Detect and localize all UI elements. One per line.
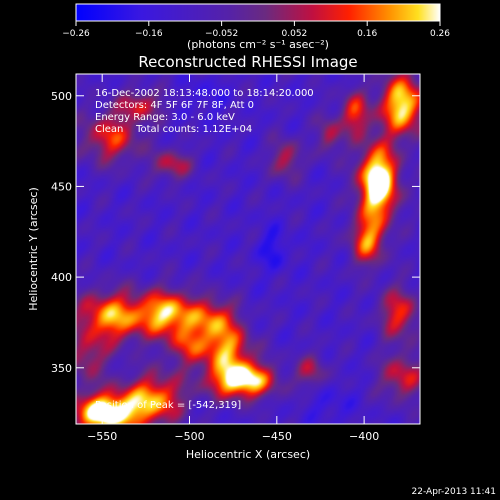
colorbar-tick-label: −0.16 (135, 29, 163, 39)
heatmap-image (76, 74, 420, 424)
colorbar-ticks: −0.26 −0.16 −0.052 0.052 0.16 0.26 (62, 21, 450, 39)
colorbar (75, 3, 441, 22)
x-axis-label: Heliocentric X (arcsec) (186, 448, 310, 461)
y-tick-label: 450 (51, 180, 72, 193)
annotation-time-range: 16-Dec-2002 18:13:48.000 to 18:14:20.000 (95, 88, 314, 99)
footer-timestamp: 22-Apr-2013 11:41 (412, 487, 496, 497)
colorbar-tick-label: −0.052 (205, 29, 238, 39)
annotation-clean-counts: Clean Total counts: 1.12E+04 (95, 124, 252, 135)
annotation-energy-range: Energy Range: 3.0 - 6.0 keV (95, 112, 235, 123)
annotation-detectors: Detectors: 4F 5F 6F 7F 8F, Att 0 (95, 100, 254, 111)
x-tick-label: −500 (174, 430, 204, 443)
x-tick-label: −400 (349, 430, 379, 443)
y-tick-label: 500 (51, 90, 72, 103)
colorbar-tick-label: 0.26 (430, 29, 450, 39)
y-axis-ticks: 350 400 450 500 (51, 90, 420, 375)
y-tick-label: 350 (51, 362, 72, 375)
y-tick-label: 400 (51, 271, 72, 284)
x-axis-ticks: −550 −500 −450 −400 (87, 74, 379, 443)
x-tick-label: −450 (262, 430, 292, 443)
x-tick-label: −550 (87, 430, 117, 443)
plot-frame (75, 73, 421, 425)
chart-title: Reconstructed RHESSI Image (138, 53, 357, 71)
colorbar-unit-label: (photons cm⁻² s⁻¹ asec⁻²) (187, 38, 329, 51)
colorbar-tick-label: 0.16 (357, 29, 377, 39)
y-axis-label: Heliocentric Y (arcsec) (27, 187, 40, 311)
colorbar-tick-label: 0.052 (282, 29, 308, 39)
annotation-peak-position: Position of Peak = [-542,319] (95, 400, 241, 411)
colorbar-tick-label: −0.26 (62, 29, 90, 39)
heatmap-canvas (76, 74, 420, 424)
